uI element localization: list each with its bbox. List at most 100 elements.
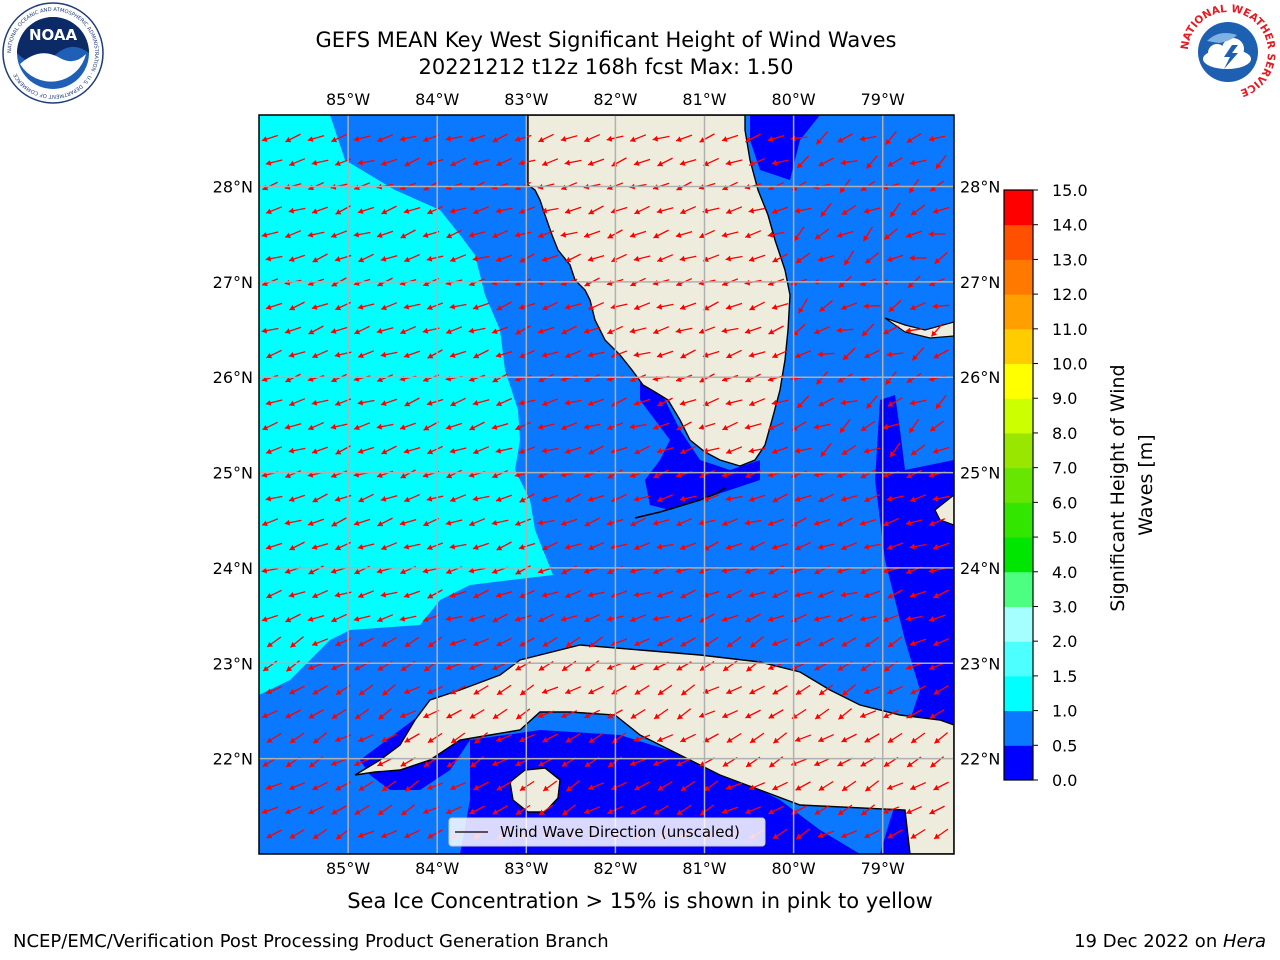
wave-arrow bbox=[404, 636, 420, 648]
land-florida-keys bbox=[634, 487, 726, 519]
wave-arrow bbox=[495, 397, 513, 407]
wave-arrow bbox=[495, 351, 513, 358]
footer-branch: NCEP/EMC/Verification Post Processing Pr… bbox=[13, 931, 609, 952]
wave-arrow bbox=[679, 205, 697, 215]
wave-arrow bbox=[882, 614, 900, 623]
wave-arrow bbox=[633, 302, 651, 311]
wave-arrow bbox=[265, 446, 283, 455]
wave-arrow bbox=[905, 230, 923, 239]
wave-arrow bbox=[423, 421, 439, 431]
wave-arrow bbox=[312, 781, 328, 791]
wave-arrow bbox=[841, 204, 857, 216]
wave-arrow bbox=[427, 732, 443, 744]
wave-arrow bbox=[887, 829, 903, 839]
wave-arrow bbox=[905, 327, 923, 334]
wave-arrow bbox=[399, 422, 417, 431]
colorbar-segment bbox=[1004, 571, 1033, 607]
wave-arrow bbox=[771, 543, 789, 550]
wave-arrow bbox=[653, 229, 669, 239]
wave-arrow bbox=[906, 372, 922, 384]
wave-arrow bbox=[818, 684, 834, 696]
wave-arrow bbox=[634, 684, 650, 696]
wave-arrow bbox=[377, 757, 393, 767]
wave-arrow bbox=[288, 351, 306, 358]
wave-arrow bbox=[449, 494, 467, 503]
wave-arrow bbox=[472, 302, 490, 310]
wave-arrow bbox=[265, 495, 283, 502]
wave-arrow bbox=[905, 662, 923, 671]
wave-arrow bbox=[767, 615, 785, 622]
lat-label-left: 23°N bbox=[213, 654, 253, 673]
wave-arrow bbox=[653, 469, 669, 479]
wave-arrow bbox=[932, 638, 950, 647]
colorbar-tick-label: 1.5 bbox=[1052, 667, 1077, 686]
wave-arrow bbox=[862, 226, 874, 242]
wave-arrow bbox=[445, 326, 463, 335]
wave-arrow bbox=[588, 445, 604, 455]
lon-label-bottom: 82°W bbox=[593, 859, 637, 878]
wave-arrow bbox=[284, 519, 302, 526]
wave-arrow bbox=[839, 418, 851, 434]
wave-arrow bbox=[909, 159, 927, 166]
wave-arrow bbox=[864, 780, 880, 792]
wave-arrow bbox=[400, 804, 416, 816]
wave-arrow bbox=[883, 709, 899, 719]
wave-arrow bbox=[744, 519, 762, 526]
wave-arrow bbox=[492, 613, 508, 623]
wave-arrow bbox=[427, 589, 443, 599]
lon-label-top: 81°W bbox=[682, 90, 726, 109]
wave-arrow bbox=[817, 255, 835, 262]
wave-arrow bbox=[381, 445, 397, 455]
wave-arrow bbox=[560, 135, 578, 142]
wave-arrow bbox=[771, 159, 789, 166]
wave-arrow bbox=[652, 422, 670, 430]
land-isla-juventud bbox=[509, 767, 561, 813]
wave-arrow bbox=[652, 615, 670, 622]
wave-arrow bbox=[679, 495, 697, 502]
wave-arrow bbox=[882, 806, 900, 815]
wave-arrow bbox=[380, 398, 398, 406]
wave-arrow bbox=[748, 207, 766, 214]
wave-arrow bbox=[583, 230, 601, 239]
wave-arrow bbox=[542, 636, 558, 648]
wave-arrow bbox=[331, 373, 347, 383]
wave-arrow bbox=[767, 518, 785, 527]
wave-arrow bbox=[472, 159, 490, 166]
wave-arrow bbox=[426, 782, 444, 791]
wave-arrow bbox=[698, 422, 716, 430]
nws-logo: NATIONAL WEATHER SERVICE bbox=[1179, 3, 1277, 101]
wave-arrow bbox=[841, 684, 857, 696]
wave-arrow bbox=[449, 350, 467, 358]
wave-arrow bbox=[841, 733, 857, 743]
wave-arrow bbox=[308, 709, 324, 719]
wave-arrow bbox=[380, 830, 398, 839]
wave-arrow bbox=[311, 446, 329, 455]
wave-arrow bbox=[818, 780, 834, 792]
wave-arrow bbox=[357, 399, 375, 406]
wave-arrow bbox=[449, 543, 467, 550]
wave-arrow bbox=[794, 591, 812, 598]
wave-arrow bbox=[307, 421, 325, 431]
wave-arrow bbox=[353, 615, 371, 622]
wave-arrow bbox=[680, 349, 696, 359]
wave-arrow bbox=[514, 614, 532, 622]
wave-arrow bbox=[261, 134, 279, 142]
wave-arrow bbox=[815, 131, 829, 145]
lon-label-top: 84°W bbox=[415, 90, 459, 109]
wave-arrow bbox=[307, 518, 325, 527]
wave-arrow bbox=[909, 399, 927, 406]
wave-arrow bbox=[794, 734, 812, 743]
wave-arrow bbox=[744, 326, 762, 334]
wave-arrow bbox=[265, 782, 283, 791]
wave-arrow bbox=[376, 134, 394, 143]
wave-arrow bbox=[584, 660, 600, 672]
land-cuba bbox=[354, 644, 954, 854]
lon-label-bottom: 81°W bbox=[682, 859, 726, 878]
wave-arrow bbox=[721, 327, 739, 334]
wave-arrow bbox=[910, 732, 926, 744]
wave-arrow bbox=[744, 470, 762, 479]
wave-arrow bbox=[725, 782, 743, 791]
wave-arrow bbox=[449, 590, 467, 598]
wave-arrow bbox=[468, 374, 486, 382]
wave-arrow bbox=[541, 591, 559, 598]
